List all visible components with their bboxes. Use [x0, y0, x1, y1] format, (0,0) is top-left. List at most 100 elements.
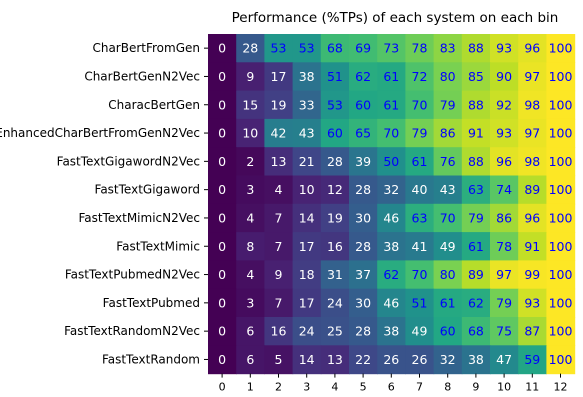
heatmap-cell	[546, 260, 576, 290]
cell-value-label: 88	[468, 97, 484, 112]
y-tick-label: FastTextGigawordN2Vec	[57, 154, 200, 168]
cell-value-label: 79	[440, 97, 456, 112]
heatmap-cell	[518, 260, 547, 290]
heatmap-cell	[461, 175, 491, 205]
heatmap-cell	[377, 345, 406, 375]
heatmap-cell	[546, 62, 576, 92]
heatmap-cell	[518, 62, 547, 92]
cell-value-label: 17	[299, 295, 315, 310]
heatmap-cell	[546, 118, 576, 148]
cell-value-label: 43	[299, 126, 315, 141]
heatmap-cell	[490, 62, 519, 92]
heatmap-cell	[208, 90, 237, 120]
heatmap-cell	[208, 118, 237, 148]
cell-value-label: 97	[496, 267, 512, 282]
cell-value-label: 60	[327, 126, 343, 141]
heatmap-cell	[349, 147, 378, 177]
heatmap-cell	[490, 345, 519, 375]
cell-value-label: 10	[299, 182, 315, 197]
heatmap-cell	[236, 147, 265, 177]
heatmap-cell	[349, 232, 378, 261]
cell-value-label: 17	[299, 239, 315, 254]
cell-value-label: 46	[383, 210, 399, 225]
cell-value-label: 79	[468, 210, 484, 225]
heatmap-cell	[377, 203, 406, 233]
cell-value-label: 93	[524, 295, 540, 310]
x-tick-label: 10	[497, 381, 511, 394]
heatmap-cell	[264, 62, 294, 92]
cell-value-label: 68	[327, 41, 343, 56]
cell-value-label: 15	[242, 97, 258, 112]
cell-value-label: 42	[271, 126, 287, 141]
cell-value-label: 91	[524, 239, 540, 254]
heatmap-cell	[461, 288, 491, 318]
y-tick-label: FastTextPubmedN2Vec	[65, 268, 200, 282]
heatmap-cell	[377, 34, 406, 63]
heatmap-cell	[490, 147, 519, 177]
heatmap-cell	[461, 90, 491, 120]
heatmap-cell	[208, 62, 237, 92]
cell-value-label: 6	[246, 324, 254, 339]
cell-value-label: 98	[524, 154, 540, 169]
cell-value-label: 38	[299, 69, 315, 84]
y-tick-label: FastTextRandom	[102, 352, 200, 366]
y-tick-label: CharBertFromGen	[92, 41, 200, 55]
heatmap-cell	[349, 288, 378, 318]
heatmap-cell	[405, 175, 435, 205]
heatmap-cell	[208, 34, 237, 63]
heatmap-cell	[236, 203, 265, 233]
cell-value-label: 83	[440, 41, 456, 56]
cell-value-label: 49	[440, 239, 456, 254]
cell-value-label: 61	[440, 295, 456, 310]
heatmap-cell	[405, 118, 435, 148]
heatmap-cell	[292, 175, 322, 205]
heatmap-cell	[405, 288, 435, 318]
cell-value-label: 61	[383, 69, 399, 84]
heatmap-cell	[405, 147, 435, 177]
heatmap-cell	[433, 260, 463, 290]
heatmap-cell	[349, 175, 378, 205]
cell-value-label: 0	[218, 267, 226, 282]
heatmap-cell	[292, 118, 322, 148]
heatmap-cell	[208, 203, 237, 233]
cell-value-label: 93	[496, 41, 512, 56]
cell-value-label: 16	[327, 239, 343, 254]
cell-value-label: 92	[496, 97, 512, 112]
x-tick-label: 3	[303, 381, 310, 394]
cell-value-label: 96	[524, 41, 540, 56]
heatmap-cell	[349, 34, 378, 63]
cell-value-label: 100	[549, 126, 573, 141]
cell-value-label: 100	[549, 210, 573, 225]
heatmap-cell	[320, 260, 350, 290]
heatmap-cell	[292, 288, 322, 318]
cell-value-label: 3	[246, 182, 254, 197]
heatmap-cell	[208, 317, 237, 346]
cell-value-label: 28	[355, 182, 371, 197]
heatmap-cell	[264, 288, 294, 318]
y-tick-label: CharacBertGen	[108, 98, 200, 112]
heatmap-cell	[349, 203, 378, 233]
cell-value-label: 33	[299, 97, 315, 112]
cell-value-label: 24	[299, 324, 315, 339]
heatmap-cell	[264, 260, 294, 290]
heatmap-cell	[546, 175, 576, 205]
heatmap-cell	[433, 90, 463, 120]
y-tick-label: FastTextMimicN2Vec	[78, 211, 200, 225]
heatmap-cell	[349, 260, 378, 290]
cell-value-label: 40	[412, 182, 428, 197]
heatmap-cell	[490, 317, 519, 346]
heatmap-cells	[208, 34, 576, 375]
cell-value-label: 0	[218, 182, 226, 197]
cell-value-label: 13	[271, 154, 287, 169]
cell-value-label: 100	[549, 267, 573, 282]
cell-value-label: 18	[299, 267, 315, 282]
heatmap-cell	[377, 90, 406, 120]
cell-value-label: 4	[275, 182, 283, 197]
cell-value-label: 0	[218, 41, 226, 56]
cell-value-label: 62	[383, 267, 399, 282]
heatmap-cell	[405, 345, 435, 375]
y-tick-label: FastTextRandomN2Vec	[64, 324, 200, 338]
heatmap-cell	[320, 90, 350, 120]
cell-value-label: 63	[468, 182, 484, 197]
cell-value-label: 7	[275, 210, 283, 225]
